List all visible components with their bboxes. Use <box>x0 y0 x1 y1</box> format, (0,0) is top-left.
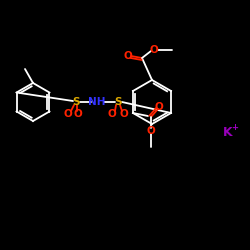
Text: O: O <box>146 126 155 136</box>
Text: O: O <box>150 45 158 55</box>
Text: S: S <box>114 97 122 107</box>
Text: O: O <box>124 51 132 61</box>
Text: O: O <box>74 109 82 119</box>
Text: O: O <box>64 109 72 119</box>
Text: +: + <box>232 122 238 132</box>
Text: NH: NH <box>88 97 106 107</box>
Text: K: K <box>223 126 233 138</box>
Text: O: O <box>108 109 116 119</box>
Text: O: O <box>120 109 128 119</box>
Text: S: S <box>72 97 80 107</box>
Text: O: O <box>154 102 163 112</box>
